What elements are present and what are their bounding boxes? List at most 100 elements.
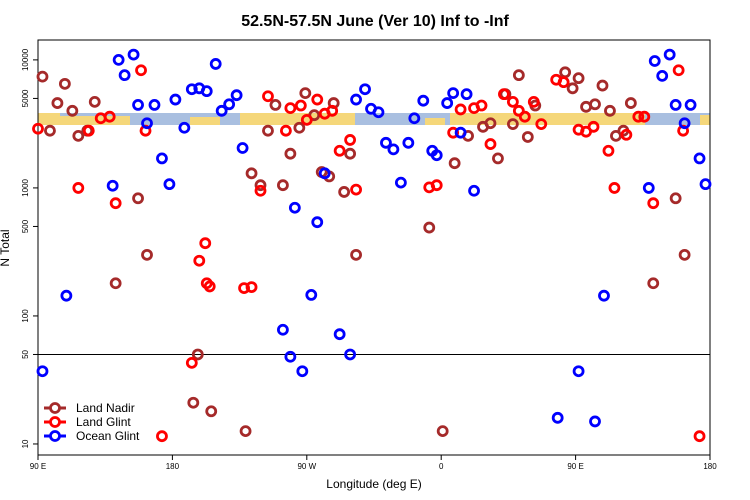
point [236,142,249,154]
point [311,93,324,106]
point [663,48,676,61]
point [669,192,682,205]
point [112,53,125,66]
point [254,184,267,197]
point [648,55,661,67]
point [230,89,243,102]
x-tick-label: 180 [703,462,717,471]
point [602,144,615,157]
point [191,348,204,361]
point [185,356,198,369]
point [642,182,655,194]
point [326,104,339,117]
point [318,167,331,180]
point [498,88,510,101]
point [60,289,73,302]
point [36,70,49,83]
point [118,69,131,82]
point [350,183,362,196]
point [169,93,182,106]
map-band [38,113,710,125]
point [447,126,460,139]
point [454,126,467,139]
point [284,147,297,160]
x-tick-label: 90 E [567,462,583,471]
point [163,178,176,191]
point [294,99,307,112]
point [205,405,218,418]
point [333,328,346,341]
x-tick-label: 0 [439,462,444,471]
point [350,248,362,261]
legend-label: Ocean Glint [76,429,140,443]
point [669,99,682,111]
point [492,152,504,165]
point [135,64,147,77]
point [156,430,168,443]
point [408,112,421,125]
point [200,85,213,98]
land-band [700,115,710,125]
point [223,98,236,111]
point [441,97,454,109]
point [187,396,200,409]
y-axis-label: N Total [0,229,12,266]
x-tick-label: 90 E [30,462,46,471]
legend-marker [49,416,61,428]
point [417,94,430,107]
point [127,48,140,61]
legend-marker [49,402,61,414]
point [632,110,645,123]
point [141,248,153,261]
point [58,77,71,90]
point [156,152,168,165]
point [589,415,601,428]
point [209,58,222,70]
point [521,131,534,143]
point [572,365,585,378]
y-tick-label: 10000 [21,48,30,71]
point [693,430,706,443]
legend-marker [49,430,61,442]
point [587,120,600,133]
point [103,110,116,123]
point [527,95,540,108]
legend-label: Land Glint [76,415,131,429]
point [678,248,691,261]
point [72,182,85,194]
point [239,425,252,438]
point [506,95,519,108]
point [430,179,443,192]
point [178,121,191,134]
point [454,103,467,116]
point [512,104,525,117]
point [199,237,212,250]
x-axis-label: Longitude (deg E) [326,477,421,491]
land-band [190,117,220,125]
series [32,64,706,443]
point [66,104,79,117]
series [36,48,712,428]
point [344,134,357,146]
point [572,72,585,85]
point [72,129,85,142]
point [430,149,443,162]
x-tick-label: 90 W [297,462,316,471]
point [647,277,660,290]
point [402,136,415,149]
point [109,277,122,290]
point [518,110,531,123]
point [566,82,579,95]
point [262,124,274,137]
point [610,129,622,142]
point [436,425,449,438]
point [262,90,274,103]
series [36,66,691,438]
point [512,69,525,82]
point [44,124,56,137]
point [484,117,497,130]
point [699,178,712,191]
point [624,97,637,109]
point [535,118,548,131]
